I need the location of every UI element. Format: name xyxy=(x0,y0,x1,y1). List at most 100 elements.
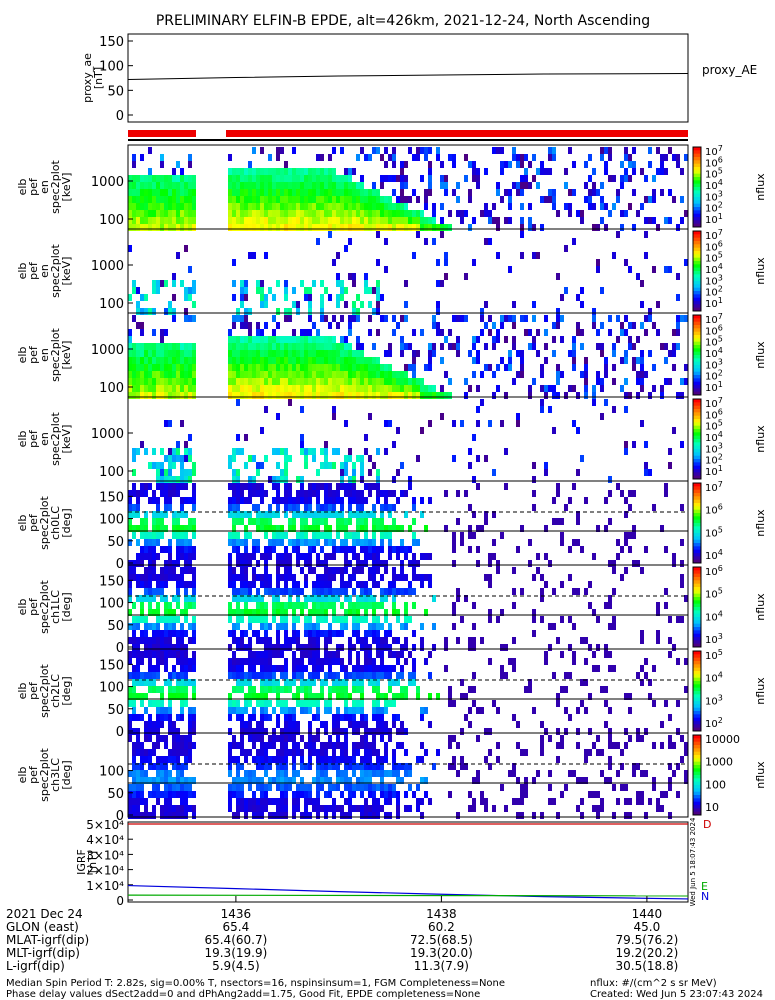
heatmap-cell xyxy=(608,665,612,672)
heatmap-cell xyxy=(356,154,360,161)
heatmap-cell xyxy=(372,700,376,707)
tick-exponent: 4 xyxy=(718,671,723,680)
heatmap-cell xyxy=(248,595,252,602)
heatmap-cell xyxy=(160,581,164,588)
heatmap-cell xyxy=(484,168,488,175)
heatmap-cell xyxy=(672,196,676,203)
heatmap-cell xyxy=(420,812,424,819)
heatmap-cell xyxy=(240,315,244,322)
tick-exponent: 3 xyxy=(718,189,723,198)
heatmap-cell xyxy=(160,154,164,161)
heatmap-cell xyxy=(476,546,480,553)
heatmap-cell xyxy=(376,196,380,203)
heatmap-cell xyxy=(180,476,184,483)
heatmap-cell xyxy=(168,798,172,805)
colorbar-step xyxy=(693,519,701,524)
heatmap-cell xyxy=(340,574,344,581)
heatmap-cell xyxy=(160,770,164,777)
heatmap-cell xyxy=(472,476,476,483)
heatmap-cell xyxy=(300,763,304,770)
heatmap-cell xyxy=(316,189,320,196)
heatmap-cell xyxy=(288,399,292,406)
heatmap-cell xyxy=(172,462,176,469)
heatmap-cell xyxy=(320,686,324,693)
heatmap-cell xyxy=(376,707,380,714)
heatmap-cell xyxy=(628,322,632,329)
y-axis-label-line: ch1LC xyxy=(49,590,62,624)
heatmap-cell xyxy=(628,203,632,210)
heatmap-cell xyxy=(412,504,416,511)
heatmap-cell xyxy=(404,161,408,168)
heatmap-cell xyxy=(428,385,432,392)
heatmap-cell xyxy=(276,602,280,609)
heatmap-cell xyxy=(180,679,184,686)
heatmap-cell xyxy=(280,168,284,175)
heatmap-cell xyxy=(380,623,384,630)
heatmap-cell xyxy=(228,189,232,196)
heatmap-cell xyxy=(188,581,192,588)
heatmap-cell xyxy=(188,343,192,350)
heatmap-cell xyxy=(332,147,336,154)
heatmap-cell xyxy=(264,210,268,217)
heatmap-cell xyxy=(272,357,276,364)
heatmap-cell xyxy=(412,574,416,581)
heatmap-cell xyxy=(340,539,344,546)
heatmap-cell xyxy=(304,448,308,455)
colorbar-step xyxy=(693,177,701,181)
heatmap-cell xyxy=(516,161,520,168)
tick-base: 10 xyxy=(705,612,718,623)
heatmap-cell xyxy=(188,224,192,231)
heatmap-cell xyxy=(512,147,516,154)
heatmap-cell xyxy=(364,581,368,588)
heatmap-cell xyxy=(232,224,236,231)
heatmap-cell xyxy=(412,630,416,637)
heatmap-cell xyxy=(600,770,604,777)
heatmap-cell xyxy=(476,357,480,364)
heatmap-cell xyxy=(128,245,132,252)
heatmap-cell xyxy=(252,175,256,182)
heatmap-cell xyxy=(572,189,576,196)
heatmap-cell xyxy=(468,532,472,539)
heatmap-cell xyxy=(348,812,352,819)
heatmap-cell xyxy=(376,714,380,721)
heatmap-cell xyxy=(308,392,312,399)
heatmap-cell xyxy=(268,742,272,749)
heatmap-cell xyxy=(420,392,424,399)
heatmap-cell xyxy=(548,644,552,651)
heatmap-cell xyxy=(428,189,432,196)
heatmap-cell xyxy=(288,483,292,490)
heatmap-cell xyxy=(572,343,576,350)
heatmap-cell xyxy=(496,329,500,336)
heatmap-cell xyxy=(184,511,188,518)
heatmap-cell xyxy=(156,364,160,371)
heatmap-cell xyxy=(344,756,348,763)
heatmap-cell xyxy=(328,658,332,665)
heatmap-cell xyxy=(272,798,276,805)
heatmap-cell xyxy=(276,763,280,770)
heatmap-cell xyxy=(564,686,568,693)
heatmap-cell xyxy=(292,539,296,546)
heatmap-cell xyxy=(136,525,140,532)
heatmap-cell xyxy=(468,637,472,644)
heatmap-cell xyxy=(312,644,316,651)
heatmap-cell xyxy=(316,700,320,707)
heatmap-cell xyxy=(416,210,420,217)
heatmap-cell xyxy=(256,602,260,609)
heatmap-cell xyxy=(388,378,392,385)
heatmap-cell xyxy=(172,686,176,693)
heatmap-cell xyxy=(236,637,240,644)
heatmap-cell xyxy=(388,364,392,371)
heatmap-cell xyxy=(648,161,652,168)
heatmap-cell xyxy=(348,595,352,602)
heatmap-cell xyxy=(312,210,316,217)
heatmap-cell xyxy=(544,728,548,735)
heatmap-cell xyxy=(284,161,288,168)
heatmap-cell xyxy=(236,560,240,567)
heatmap-cell xyxy=(256,616,260,623)
heatmap-cell xyxy=(320,371,324,378)
heatmap-cell xyxy=(316,343,320,350)
heatmap-cell xyxy=(396,777,400,784)
heatmap-cell xyxy=(288,182,292,189)
colorbar-step xyxy=(693,237,701,242)
heatmap-cell xyxy=(312,777,316,784)
